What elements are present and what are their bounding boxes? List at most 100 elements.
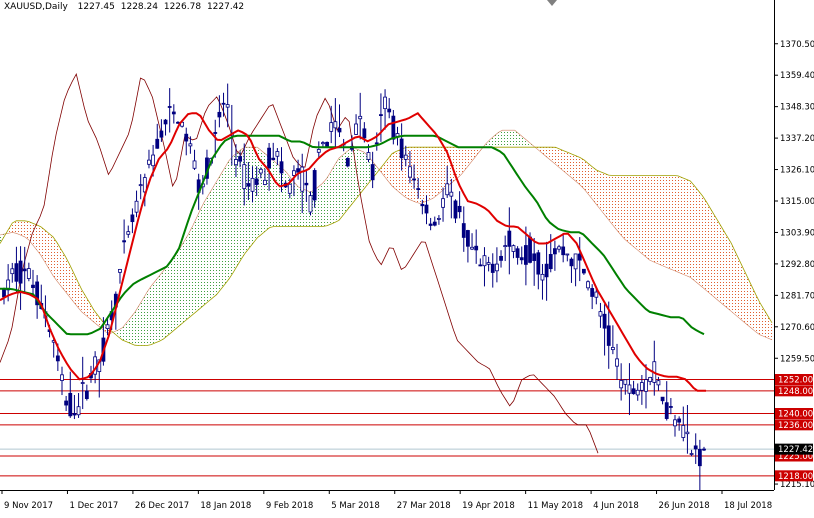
candle-body [557, 246, 561, 250]
candle-body [544, 263, 549, 278]
y-tick-label: 1281.70 [780, 291, 814, 301]
candle-body [379, 114, 383, 116]
candle-body [60, 374, 64, 381]
candle-body [167, 106, 172, 108]
candle-body [391, 115, 396, 140]
candlestick-series [2, 83, 706, 493]
candle-body [155, 138, 160, 149]
candle-body [76, 406, 81, 416]
candle-body [697, 448, 702, 467]
candle-body [31, 284, 35, 288]
candle-body [221, 102, 226, 105]
candle-body [279, 161, 284, 174]
candle-body [673, 419, 677, 427]
candle-body [461, 223, 466, 238]
candle-body [383, 96, 387, 110]
candle-body [511, 245, 516, 252]
x-tick-label: 26 Jun 2018 [659, 501, 710, 511]
y-tick-label: 1259.50 [780, 354, 814, 364]
y-tick-label: 1215.10 [780, 480, 814, 490]
candle-body [287, 183, 292, 194]
x-tick-label: 5 Mar 2018 [331, 501, 379, 511]
current-price-label: 1227.42 [778, 445, 813, 455]
chikou-span-line [0, 72, 599, 454]
candle-body [503, 245, 508, 248]
candle-body [610, 347, 615, 351]
symbol-label: XAUUSD,Daily [4, 2, 68, 12]
candle-body [225, 104, 230, 108]
candle-body [399, 138, 404, 159]
candle-body [22, 268, 27, 272]
candle-body [366, 152, 371, 160]
candle-body [14, 263, 19, 282]
y-tick-label: 1270.60 [780, 323, 814, 333]
candle-body [445, 183, 450, 196]
chart-title: XAUUSD,Daily 1227.45 1228.24 1226.78 122… [4, 2, 244, 12]
candle-body [316, 149, 321, 153]
candle-body [358, 115, 363, 120]
candle-body [254, 178, 259, 185]
candle-body [668, 406, 673, 408]
level-label: 1225.00 [778, 452, 813, 462]
senkou-span-a [0, 129, 773, 341]
level-label: 1218.00 [778, 472, 813, 482]
candle-body [573, 253, 578, 270]
candle-body [184, 133, 189, 142]
y-tick-label: 1303.90 [780, 228, 814, 238]
cloud-bearish [8, 220, 115, 334]
candle-body [523, 245, 528, 265]
candle-body [615, 358, 619, 367]
candle-body [250, 177, 255, 192]
scroll-marker-icon[interactable] [547, 0, 557, 6]
candle-body [374, 142, 379, 145]
candle-body [84, 390, 89, 399]
candle-body [246, 183, 251, 187]
candle-body [693, 445, 698, 450]
candle-body [134, 200, 139, 213]
candle-body [532, 253, 537, 261]
candle-body [490, 263, 495, 273]
candle-body [420, 203, 425, 207]
candle-body [151, 154, 156, 167]
candle-body [142, 177, 147, 193]
candle-body [263, 179, 267, 185]
x-tick-label: 4 Jun 2018 [593, 501, 639, 511]
y-tick-label: 1326.10 [780, 166, 814, 176]
x-tick-label: 9 Nov 2017 [4, 501, 53, 511]
candle-body [308, 195, 313, 213]
candle-body [644, 379, 648, 392]
y-tick-label: 1315.00 [780, 197, 814, 207]
chikou-span [0, 72, 599, 454]
candle-body [275, 151, 280, 157]
candle-body [6, 279, 11, 291]
candle-body [635, 389, 640, 396]
candle-body [159, 130, 164, 138]
candle-body [449, 191, 454, 197]
level-label-bg [775, 374, 813, 385]
cloud-bullish [486, 130, 536, 148]
low-value: 1226.78 [163, 2, 202, 12]
candle-body [412, 178, 416, 181]
candle-body [296, 168, 300, 173]
horizontal-levels [0, 379, 774, 477]
candle-body [370, 164, 375, 181]
candle-body [333, 121, 338, 129]
candle-body [271, 157, 276, 161]
candle-body [304, 182, 309, 186]
candle-body [619, 380, 624, 389]
candle-body [80, 382, 85, 384]
candle-body [639, 382, 644, 391]
high-value: 1228.24 [120, 2, 158, 12]
candle-body [122, 240, 127, 243]
candle-body [648, 376, 653, 382]
candle-body [267, 147, 271, 169]
level-label-bg [775, 419, 813, 431]
candle-body [55, 355, 60, 362]
candle-body [457, 205, 462, 213]
candle-body [416, 188, 421, 190]
x-tick-label: 19 Apr 2018 [462, 501, 515, 511]
candle-body [590, 288, 595, 297]
candle-body [470, 246, 474, 250]
